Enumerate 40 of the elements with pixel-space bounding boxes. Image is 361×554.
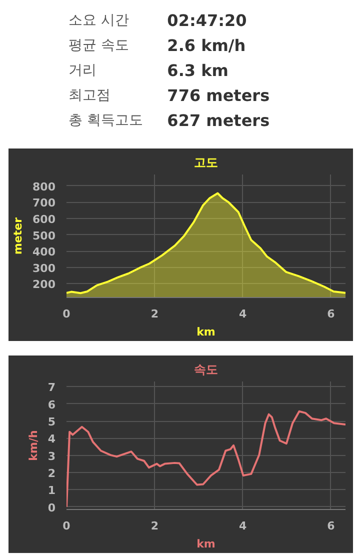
y-tick-label: 7 — [48, 381, 56, 394]
x-tick-label: 0 — [62, 520, 71, 532]
y-tick-label: 6 — [48, 398, 56, 412]
y-tick-label: 4 — [48, 432, 56, 446]
y-tick-label: 400 — [32, 246, 56, 259]
y-tick-label: 2 — [48, 467, 56, 480]
y-tick-label: 600 — [32, 212, 56, 226]
x-tick-label: 6 — [327, 520, 336, 532]
category-label: 거리 — [68, 62, 96, 78]
text: 776 meters — [167, 86, 270, 105]
x-tick-label: 2 — [150, 520, 158, 532]
x-axis-title: km — [196, 326, 216, 338]
y-axis-title: meter — [12, 216, 25, 255]
y-tick-label: 1 — [48, 484, 56, 498]
x-tick-label: 0 — [62, 308, 71, 320]
chart-title: 고도 — [194, 156, 218, 170]
text: 2.6 km/h — [167, 36, 246, 55]
line-series — [66, 410, 346, 508]
category-label: 소요 시간 — [68, 12, 129, 28]
y-tick-label: 200 — [32, 278, 56, 292]
text: 627 meters — [167, 111, 270, 130]
y-tick-label: 300 — [32, 262, 56, 275]
x-tick-label: 4 — [238, 308, 247, 320]
x-tick-label: 4 — [238, 520, 247, 532]
category-label: 최고점 — [68, 88, 110, 104]
x-tick-label: 2 — [150, 308, 158, 320]
y-tick-label: 0 — [48, 501, 56, 514]
chart-title: 속도 — [194, 362, 218, 376]
y-tick-label: 500 — [32, 229, 56, 242]
y-tick-label: 3 — [48, 450, 56, 463]
y-tick-label: 5 — [48, 416, 56, 429]
category-label: 평균 속도 — [68, 38, 129, 54]
text: 6.3 km — [167, 61, 228, 80]
y-tick-label: 800 — [32, 180, 56, 194]
text: 02:47:20 — [167, 11, 247, 30]
x-tick-label: 6 — [327, 308, 336, 320]
x-axis-title: km — [196, 538, 216, 550]
y-tick-label: 700 — [32, 196, 56, 210]
category-label: 총 획득고도 — [68, 112, 143, 128]
y-axis-title: km/h — [26, 430, 40, 461]
